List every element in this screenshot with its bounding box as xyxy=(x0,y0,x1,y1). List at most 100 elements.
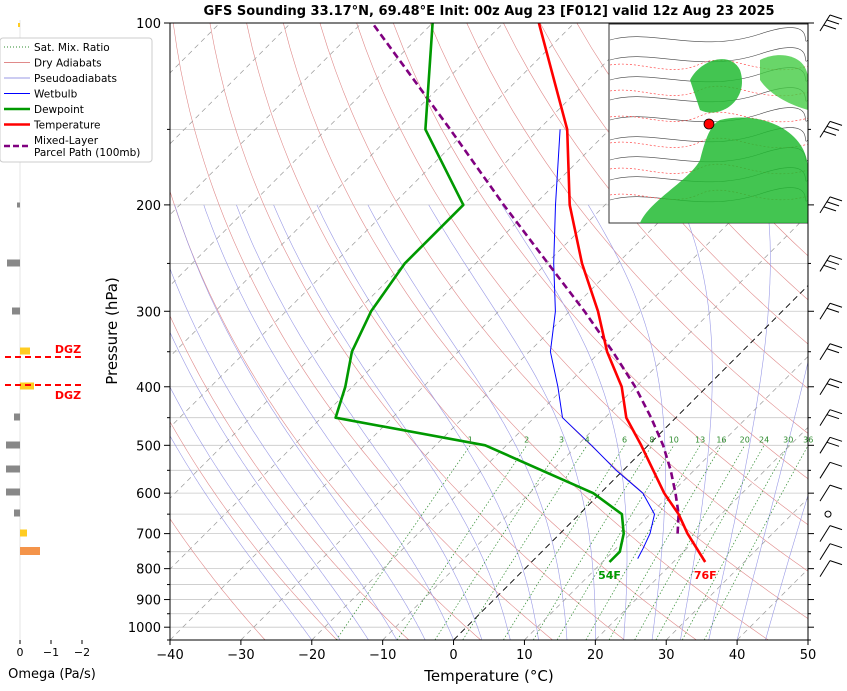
wind-barb-icon xyxy=(819,378,843,396)
mixing-ratio-line xyxy=(703,445,808,640)
mixing-ratio-label: 6 xyxy=(622,435,627,444)
legend-label: Wetbulb xyxy=(34,89,78,101)
omega-bar xyxy=(6,441,20,449)
dry-adiabat-line xyxy=(393,23,808,526)
pseudoadiabat-line xyxy=(501,204,628,640)
zero-isotherm xyxy=(453,284,808,640)
omega-bar xyxy=(6,465,20,473)
isotherm-line xyxy=(595,426,808,640)
dry-adiabat-line xyxy=(170,518,266,640)
mixing-ratio-label: 4 xyxy=(585,435,590,444)
dry-adiabat-line xyxy=(356,23,808,572)
dgz-label-upper: DGZ xyxy=(55,343,81,356)
omega-bar xyxy=(6,488,20,496)
pseudoadiabat-line xyxy=(316,204,539,640)
legend-label: Dewpoint xyxy=(34,104,84,116)
mixing-ratio-label: 2 xyxy=(524,435,529,444)
y-tick-label: 800 xyxy=(136,563,161,578)
isobar-gridlines xyxy=(170,22,808,641)
wind-barb-icon xyxy=(819,196,843,214)
pseudoadiabat-line xyxy=(203,204,454,640)
y-tick-label: 700 xyxy=(136,528,161,543)
isotherm-line xyxy=(170,23,575,428)
surface-temperature-label: 76F xyxy=(694,569,717,582)
wind-barb-icon xyxy=(819,409,843,426)
wind-barb-icon xyxy=(819,120,843,138)
y-tick-label: 1000 xyxy=(128,621,161,636)
omega-bar xyxy=(14,413,20,421)
chart-title: GFS Sounding 33.17°N, 69.48°E Init: 00z … xyxy=(203,4,774,19)
y-tick-label: 300 xyxy=(136,305,161,320)
y-tick-label: 200 xyxy=(136,199,161,214)
omega-axis-label: Omega (Pa/s) xyxy=(8,667,96,682)
isotherm-line xyxy=(382,214,808,640)
pseudoadiabat-line xyxy=(174,204,426,640)
mixing-ratio-line xyxy=(655,445,765,640)
surface-dewpoint-label: 54F xyxy=(598,569,621,582)
pseudoadiabat-line xyxy=(367,204,568,640)
x-tick-label: 30 xyxy=(658,648,675,663)
dry-adiabat-line xyxy=(170,315,410,640)
wind-barb-icon xyxy=(819,14,843,32)
y-axis: 100 200 300 400 500 600 700 800 900 1000 xyxy=(128,17,814,641)
location-marker-icon xyxy=(703,118,715,130)
wind-barb-icon xyxy=(819,560,843,577)
isotherm-line xyxy=(524,355,808,640)
wind-barb-icon xyxy=(819,543,843,560)
x-tick-label: 20 xyxy=(587,648,604,663)
omega-tick-label: −2 xyxy=(74,646,90,659)
isotherm-line xyxy=(170,23,646,499)
mixing-ratio-label: 1 xyxy=(468,435,473,444)
pseudoadiabat-line xyxy=(170,386,341,640)
legend-label: Mixed-Layer xyxy=(34,135,99,147)
x-axis-label: Temperature (°C) xyxy=(423,667,553,685)
temperature-line xyxy=(537,23,707,563)
mixing-ratio-line xyxy=(634,445,746,640)
mixing-ratio-line xyxy=(503,445,625,640)
wind-barb-icon xyxy=(819,436,843,454)
mixing-ratio-line xyxy=(462,445,588,640)
zero-isotherm-line xyxy=(453,284,808,640)
calm-wind-icon xyxy=(824,510,832,518)
dry-adiabat-line xyxy=(170,190,481,640)
wind-barb-icon xyxy=(819,254,843,272)
map-precip-shading xyxy=(640,55,808,223)
y-tick-label: 900 xyxy=(136,594,161,609)
mixing-ratio-label: 20 xyxy=(740,435,750,444)
surface-labels: 54F 76F xyxy=(598,569,717,582)
map-inset xyxy=(608,23,809,224)
dry-adiabat-line xyxy=(246,23,697,640)
mixing-ratio-line xyxy=(434,445,562,640)
x-axis: −40 −30 −20 −10 0 10 20 30 40 50 xyxy=(156,640,816,663)
omega-bar xyxy=(14,509,20,517)
dry-adiabat-line xyxy=(209,23,625,640)
mixing-ratio-line xyxy=(556,445,675,640)
x-tick-label: 0 xyxy=(449,648,457,663)
omega-tick-label: −1 xyxy=(43,646,59,659)
legend: Sat. Mix. Ratio Dry Adiabats Pseudoadiabat… xyxy=(0,37,153,163)
y-tick-label: 100 xyxy=(136,17,161,32)
pseudoadiabat-line xyxy=(680,204,713,640)
mixing-ratio-label: 10 xyxy=(669,435,679,444)
mixing-ratio-label: 24 xyxy=(759,435,769,444)
plot-frame xyxy=(169,22,809,641)
isotherm-line xyxy=(170,23,504,357)
legend-label: Pseudoadiabats xyxy=(34,73,117,85)
wind-barb-icon xyxy=(819,484,843,502)
dry-adiabat-line xyxy=(170,421,338,640)
y-axis-label: Pressure (hPa) xyxy=(103,277,121,385)
x-tick-label: −40 xyxy=(156,648,183,663)
pseudoadiabat-line xyxy=(170,267,398,640)
dry-adiabat-line xyxy=(319,23,808,619)
mixing-ratio-line xyxy=(396,445,527,640)
isotherm-line xyxy=(665,497,808,640)
mixing-ratio-line xyxy=(681,445,789,640)
wind-barb-icon xyxy=(819,525,843,542)
mixing-ratio-label: 16 xyxy=(716,435,726,444)
omega-bar xyxy=(7,259,20,267)
omega-bar xyxy=(20,347,30,355)
dgz-label-lower: DGZ xyxy=(55,389,81,402)
pseudoadiabat-line xyxy=(428,204,596,640)
x-tick-label: 50 xyxy=(800,648,817,663)
